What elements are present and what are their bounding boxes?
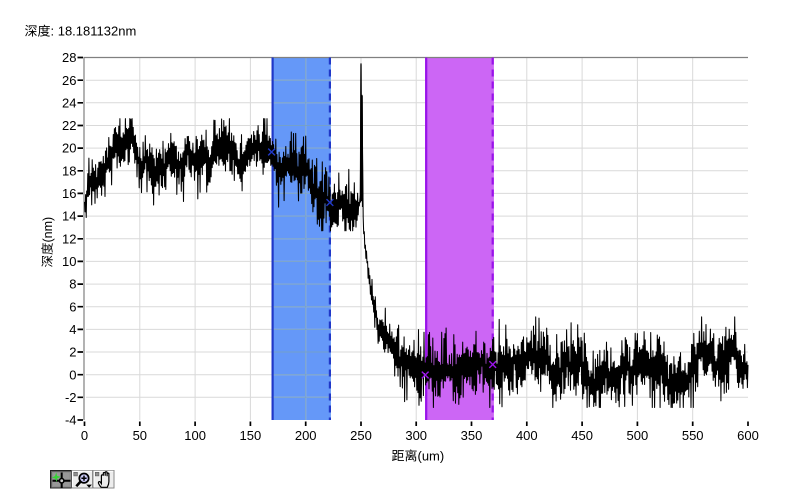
svg-text:8: 8 xyxy=(69,277,76,292)
svg-text:(nm): (nm) xyxy=(41,217,55,243)
svg-text:28: 28 xyxy=(62,50,76,65)
svg-text:500: 500 xyxy=(627,428,649,443)
svg-text:0: 0 xyxy=(69,367,76,382)
svg-text:6: 6 xyxy=(69,299,76,314)
svg-text:16: 16 xyxy=(62,186,76,201)
svg-text:-4: -4 xyxy=(65,413,77,428)
svg-text:250: 250 xyxy=(350,428,372,443)
svg-text:400: 400 xyxy=(516,428,538,443)
svg-text:100: 100 xyxy=(184,428,206,443)
svg-text:0: 0 xyxy=(81,428,88,443)
svg-text:22: 22 xyxy=(62,118,76,133)
svg-text:18: 18 xyxy=(62,163,76,178)
svg-text:2: 2 xyxy=(69,345,76,360)
svg-text:-2: -2 xyxy=(65,390,77,405)
svg-text:200: 200 xyxy=(295,428,317,443)
svg-text:350: 350 xyxy=(461,428,483,443)
svg-text:26: 26 xyxy=(62,73,76,88)
svg-text:300: 300 xyxy=(405,428,427,443)
svg-text:450: 450 xyxy=(571,428,593,443)
svg-text:50: 50 xyxy=(133,428,147,443)
svg-text:20: 20 xyxy=(62,141,76,156)
svg-text:24: 24 xyxy=(62,95,76,110)
svg-text:550: 550 xyxy=(682,428,704,443)
svg-text:14: 14 xyxy=(62,209,76,224)
svg-text:: 18.181132nm: : 18.181132nm xyxy=(51,24,137,39)
svg-text:(um): (um) xyxy=(418,448,445,463)
svg-text:600: 600 xyxy=(737,428,759,443)
svg-text:150: 150 xyxy=(240,428,262,443)
svg-text:10: 10 xyxy=(62,254,76,269)
svg-text:12: 12 xyxy=(62,231,76,246)
svg-text:4: 4 xyxy=(69,322,76,337)
